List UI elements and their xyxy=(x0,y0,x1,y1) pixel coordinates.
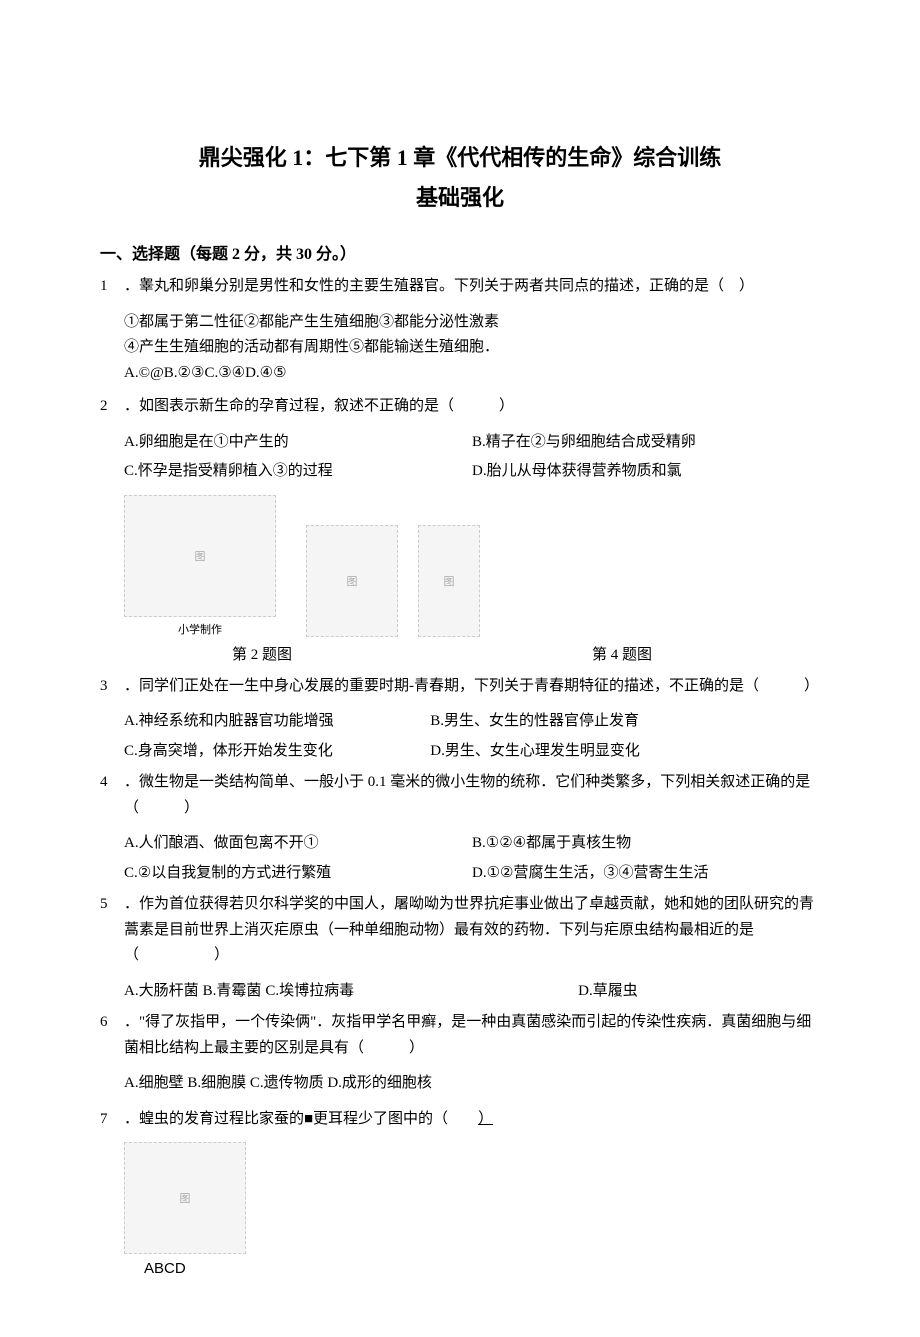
option-c: C.怀孕是指受精卵植入③的过程 xyxy=(124,459,472,485)
question-number: 6 xyxy=(100,1010,124,1061)
option-d: D.胎儿从母体获得营养物质和氯 xyxy=(472,459,820,485)
option-b: B.青霉菌 xyxy=(203,979,262,1005)
option-a: A.神经系统和内脏器官功能增强 xyxy=(124,709,430,735)
q7-text-underline: ） xyxy=(478,1111,493,1127)
question-text: ．作为首位获得若贝尔科学奖的中国人，屠呦呦为世界抗疟事业做出了卓越贡献，她和她的… xyxy=(124,892,820,969)
question-1: 1 ．睾丸和卵巢分别是男性和女性的主要生殖器官。下列关于两者共同点的描述，正确的… xyxy=(100,274,820,300)
option-d: D.草履虫 xyxy=(574,979,638,1005)
q7-figure-block: 图 xyxy=(100,1142,820,1254)
question-text: ．同学们正处在一生中身心发展的重要时期-青春期，下列关于青春期特征的描述，不正确… xyxy=(124,674,820,700)
q4-figure-image-1: 图 xyxy=(306,525,398,637)
question-text: ．如图表示新生命的孕育过程，叙述不正确的是（ ） xyxy=(124,394,820,420)
q3-options-row1: A.神经系统和内脏器官功能增强 B.男生、女生的性器官停止发育 xyxy=(100,709,820,735)
q2-figure-caption: 小学制作 xyxy=(124,621,276,637)
question-text: ．微生物是一类结构简单、一般小于 0.1 毫米的微小生物的统称．它们种类繁多，下… xyxy=(124,770,820,821)
option-c: C.②以自我复制的方式进行繁殖 xyxy=(124,861,472,887)
question-number: 1 xyxy=(100,274,124,300)
figure-row: 图 小学制作 图 图 xyxy=(100,495,820,637)
q7-figure-image: 图 xyxy=(124,1142,246,1254)
question-3: 3 ．同学们正处在一生中身心发展的重要时期-青春期，下列关于青春期特征的描述，不… xyxy=(100,674,820,700)
section-header: 一、选择题（每题 2 分，共 30 分。） xyxy=(100,240,820,264)
question-number: 7 xyxy=(100,1107,124,1133)
question-number: 3 xyxy=(100,674,124,700)
q1-options: A.©@B.②③C.③④D.④⑤ xyxy=(100,361,820,387)
option-a: A.人们酿酒、做面包离不开① xyxy=(124,831,472,857)
option-d: D.①②营腐生生活，③④营寄生生活 xyxy=(472,861,820,887)
option-c: C.埃博拉病毒 xyxy=(265,979,354,1005)
q2-figure-image: 图 xyxy=(124,495,276,617)
q6-options: A.细胞壁 B.细胞膜 C.遗传物质 D.成形的细胞核 xyxy=(100,1071,820,1097)
option-a: A.大肠杆菌 xyxy=(124,979,199,1005)
page-subtitle: 基础强化 xyxy=(100,180,820,212)
question-number: 4 xyxy=(100,770,124,821)
question-text: ．睾丸和卵巢分别是男性和女性的主要生殖器官。下列关于两者共同点的描述，正确的是（… xyxy=(124,274,820,300)
q1-line2: ①都属于第二性征②都能产生生殖细胞③都能分泌性激素 xyxy=(100,310,820,336)
option-b: B.精子在②与卵细胞结合成受精卵 xyxy=(472,430,820,456)
fig-label-2: 第 2 题图 xyxy=(100,643,424,664)
question-number: 2 xyxy=(100,394,124,420)
option-a: A.卵细胞是在①中产生的 xyxy=(124,430,472,456)
question-7: 7 ．蝗虫的发育过程比家蚕的■更耳程少了图中的（ ） xyxy=(100,1107,820,1133)
question-4: 4 ．微生物是一类结构简单、一般小于 0.1 毫米的微小生物的统称．它们种类繁多… xyxy=(100,770,820,821)
option-b: B.①②④都属于真核生物 xyxy=(472,831,820,857)
q1-line3: ④产生生殖细胞的活动都有周期性⑤都能输送生殖细胞． xyxy=(100,335,820,361)
question-text: ．"得了灰指甲，一个传染俩"．灰指甲学名甲癣，是一种由真菌感染而引起的传染性疾病… xyxy=(124,1010,820,1061)
q2-options-row1: A.卵细胞是在①中产生的 B.精子在②与卵细胞结合成受精卵 xyxy=(100,430,820,456)
option-d: D.男生、女生心理发生明显变化 xyxy=(430,739,778,765)
fig-label-4: 第 4 题图 xyxy=(424,643,820,664)
question-number: 5 xyxy=(100,892,124,969)
option-c: C.身高突增，体形开始发生变化 xyxy=(124,739,430,765)
page-title: 鼎尖强化 1：七下第 1 章《代代相传的生命》综合训练 xyxy=(100,140,820,172)
q2-options-row2: C.怀孕是指受精卵植入③的过程 D.胎儿从母体获得营养物质和氯 xyxy=(100,459,820,485)
question-2: 2 ．如图表示新生命的孕育过程，叙述不正确的是（ ） xyxy=(100,394,820,420)
q4-options-row2: C.②以自我复制的方式进行繁殖 D.①②营腐生生活，③④营寄生生活 xyxy=(100,861,820,887)
question-5: 5 ．作为首位获得若贝尔科学奖的中国人，屠呦呦为世界抗疟事业做出了卓越贡献，她和… xyxy=(100,892,820,969)
q7-abcd-label: ABCD xyxy=(100,1260,820,1277)
figure-labels: 第 2 题图 第 4 题图 xyxy=(100,643,820,664)
q3-options-row2: C.身高突增，体形开始发生变化 D.男生、女生心理发生明显变化 xyxy=(100,739,820,765)
q4-options-row1: A.人们酿酒、做面包离不开① B.①②④都属于真核生物 xyxy=(100,831,820,857)
q4-figure-image-2: 图 xyxy=(418,525,480,637)
q7-text-pre: ．蝗虫的发育过程比家蚕的■更耳程少了图中的（ xyxy=(124,1111,478,1127)
question-text: ．蝗虫的发育过程比家蚕的■更耳程少了图中的（ ） xyxy=(124,1107,820,1133)
q5-options-row: A.大肠杆菌 B.青霉菌 C.埃博拉病毒 D.草履虫 xyxy=(100,979,820,1005)
question-6: 6 ．"得了灰指甲，一个传染俩"．灰指甲学名甲癣，是一种由真菌感染而引起的传染性… xyxy=(100,1010,820,1061)
option-b: B.男生、女生的性器官停止发育 xyxy=(430,709,778,735)
